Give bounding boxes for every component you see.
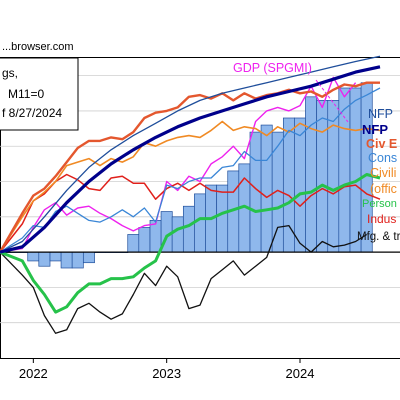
gdp-bar <box>316 100 329 253</box>
series-line-personal-income <box>0 173 381 314</box>
legend-line-3: f 8/27/2024 <box>2 106 62 120</box>
label-civ-emp-adj: Civ E <box>366 137 397 151</box>
series-line-mfg-trade-sales <box>0 224 368 334</box>
gdp-bar <box>294 117 306 253</box>
legend-line-2: M11=0 <box>8 87 44 101</box>
label-consumption: Cons <box>368 151 397 165</box>
gdp-bar <box>71 251 84 269</box>
x-tick-label: 2023 <box>152 366 181 381</box>
series-line-civilian-emp <box>0 120 381 253</box>
source-text: ...browser.com <box>2 41 74 53</box>
label-industrial-prod: Indus <box>367 212 396 226</box>
x-tick-label: 2024 <box>286 366 315 381</box>
label-nfp-early: NFP <box>368 107 393 121</box>
series-line-civ-emp-adj <box>0 81 380 253</box>
gdp-bar <box>260 124 273 253</box>
gdp-bar <box>182 205 195 253</box>
label-civilian-emp: Civili <box>370 166 396 180</box>
gdp-bar <box>138 227 151 253</box>
series-line-consumption <box>0 87 381 253</box>
gdp-bar <box>38 251 51 267</box>
label-personal-income: Person <box>362 198 397 210</box>
gdp-bar <box>27 251 40 262</box>
gdp-bar <box>194 193 206 253</box>
gdp-bar <box>171 216 184 253</box>
series-line-industrial-prod <box>0 173 381 253</box>
series-line-nfp-early <box>0 55 381 253</box>
gdp-bar <box>216 184 229 253</box>
gdp-bars <box>5 82 373 269</box>
label-nfp-bench: NFP <box>362 122 388 137</box>
gdp-bar <box>127 234 140 253</box>
gdp-bar <box>49 251 62 262</box>
gdp-bar <box>82 251 95 264</box>
gdp-bar <box>349 87 362 253</box>
series-lines <box>0 55 381 334</box>
x-axis-ticks: 2022 2023 2024 <box>19 358 315 381</box>
gdp-annotation-pointer <box>315 79 349 123</box>
legend-box-frame <box>0 57 79 131</box>
label-official: (offic <box>370 182 397 196</box>
series-labels: GDP (SPGMI) NFP NFP Civ E Cons Civili (o… <box>233 61 400 243</box>
gdp-bar <box>305 96 318 253</box>
x-tick-label: 2022 <box>19 366 48 381</box>
series-line-nfp-bench <box>0 65 381 254</box>
gdp-bar <box>327 100 340 253</box>
label-gdp: GDP (SPGMI) <box>233 61 312 75</box>
series-line-gdp-spgmi <box>0 76 357 253</box>
legend-box: gs, M11=0 f 8/27/2024 <box>0 57 79 131</box>
label-mfg-trade-sales: Mfg. & tr <box>357 231 400 243</box>
gdp-bar <box>60 251 73 269</box>
legend-line-1: gs, <box>2 66 18 80</box>
